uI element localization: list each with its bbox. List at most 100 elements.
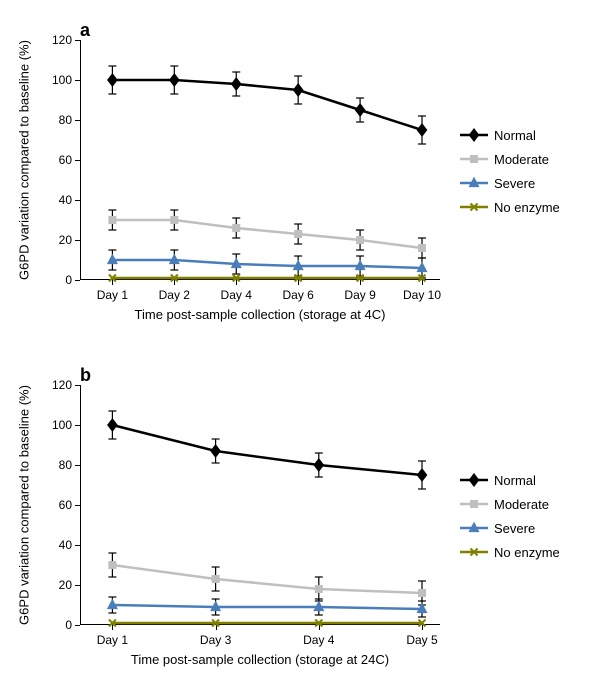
- series-line-moderate: [112, 565, 422, 593]
- plot-area-b: Time post-sample collection (storage at …: [80, 385, 440, 625]
- figure: a G6PD variation compared to baseline (%…: [0, 0, 600, 690]
- y-axis-title-b: G6PD variation compared to baseline (%): [17, 385, 32, 625]
- legend-swatch: [460, 495, 488, 513]
- x-tick: [422, 625, 423, 630]
- legend-swatch: [460, 126, 488, 144]
- legend-swatch: [460, 198, 488, 216]
- x-tick-label: Day 6: [282, 288, 313, 302]
- x-tick: [216, 625, 217, 630]
- x-tick: [319, 625, 320, 630]
- y-tick-label: 0: [65, 273, 72, 287]
- series-layer: [80, 40, 440, 280]
- x-tick: [422, 280, 423, 285]
- panel-label-a: a: [80, 20, 90, 41]
- marker-square: [315, 586, 322, 593]
- legend-label: No enzyme: [494, 545, 560, 560]
- marker-square: [109, 562, 116, 569]
- y-tick-label: 40: [59, 538, 72, 552]
- x-axis-title-b: Time post-sample collection (storage at …: [131, 652, 389, 667]
- legend-a: Normal Moderate Severe No enzyme: [460, 120, 560, 222]
- marker-diamond: [108, 74, 117, 86]
- x-tick: [360, 280, 361, 285]
- legend-label: Normal: [494, 128, 536, 143]
- marker-diamond: [232, 78, 241, 90]
- marker-square: [212, 576, 219, 583]
- x-tick-label: Day 9: [344, 288, 375, 302]
- legend-item-normal: Normal: [460, 471, 560, 489]
- y-tick-label: 40: [59, 193, 72, 207]
- panel-label-b: b: [80, 365, 91, 386]
- y-tick-label: 100: [52, 418, 72, 432]
- y-tick: [75, 280, 80, 281]
- y-tick-label: 20: [59, 578, 72, 592]
- legend-item-severe: Severe: [460, 519, 560, 537]
- series-line-severe: [112, 605, 422, 609]
- marker-diamond: [417, 469, 426, 481]
- marker-square: [109, 217, 116, 224]
- panel-a: a G6PD variation compared to baseline (%…: [0, 0, 600, 345]
- legend-swatch: [460, 174, 488, 192]
- legend-item-normal: Normal: [460, 126, 560, 144]
- y-tick-label: 0: [65, 618, 72, 632]
- y-tick-label: 120: [52, 33, 72, 47]
- legend-item-severe: Severe: [460, 174, 560, 192]
- x-tick: [298, 280, 299, 285]
- x-tick-label: Day 1: [97, 288, 128, 302]
- marker-square: [233, 225, 240, 232]
- legend-label: Normal: [494, 473, 536, 488]
- series-line-moderate: [112, 220, 422, 248]
- x-tick: [112, 280, 113, 285]
- x-tick-label: Day 10: [403, 288, 441, 302]
- marker-square: [171, 217, 178, 224]
- marker-diamond: [293, 84, 302, 96]
- x-tick-label: Day 4: [221, 288, 252, 302]
- marker-diamond: [211, 445, 220, 457]
- legend-swatch: [460, 471, 488, 489]
- x-tick-label: Day 5: [406, 633, 437, 647]
- legend-item-moderate: Moderate: [460, 150, 560, 168]
- legend-swatch: [460, 519, 488, 537]
- panel-b: b G6PD variation compared to baseline (%…: [0, 345, 600, 690]
- marker-diamond: [314, 459, 323, 471]
- plot-area-a: Time post-sample collection (storage at …: [80, 40, 440, 280]
- legend-label: Severe: [494, 521, 535, 536]
- marker-diamond: [417, 124, 426, 136]
- marker-square: [419, 245, 426, 252]
- x-tick-label: Day 3: [200, 633, 231, 647]
- x-tick: [236, 280, 237, 285]
- legend-item-moderate: Moderate: [460, 495, 560, 513]
- legend-swatch: [460, 150, 488, 168]
- marker-square: [357, 237, 364, 244]
- marker-diamond: [108, 419, 117, 431]
- x-tick-label: Day 2: [159, 288, 190, 302]
- legend-label: Moderate: [494, 152, 549, 167]
- y-axis-title-a: G6PD variation compared to baseline (%): [17, 40, 32, 280]
- y-tick-label: 100: [52, 73, 72, 87]
- legend-label: Moderate: [494, 497, 549, 512]
- legend-item-no-enzyme: No enzyme: [460, 198, 560, 216]
- marker-diamond: [170, 74, 179, 86]
- x-axis-title-a: Time post-sample collection (storage at …: [135, 307, 386, 322]
- legend-item-no-enzyme: No enzyme: [460, 543, 560, 561]
- x-tick: [174, 280, 175, 285]
- series-layer: [80, 385, 440, 625]
- marker-square: [295, 231, 302, 238]
- y-tick-label: 20: [59, 233, 72, 247]
- x-tick-label: Day 4: [303, 633, 334, 647]
- series-line-normal: [112, 425, 422, 475]
- marker-square: [419, 590, 426, 597]
- y-tick: [75, 625, 80, 626]
- y-tick-label: 80: [59, 458, 72, 472]
- series-line-normal: [112, 80, 422, 130]
- y-tick-label: 120: [52, 378, 72, 392]
- series-line-severe: [112, 260, 422, 268]
- marker-diamond: [355, 104, 364, 116]
- legend-swatch: [460, 543, 488, 561]
- y-tick-label: 80: [59, 113, 72, 127]
- legend-label: Severe: [494, 176, 535, 191]
- x-tick-label: Day 1: [97, 633, 128, 647]
- legend-b: Normal Moderate Severe No enzyme: [460, 465, 560, 567]
- legend-label: No enzyme: [494, 200, 560, 215]
- y-tick-label: 60: [59, 153, 72, 167]
- y-tick-label: 60: [59, 498, 72, 512]
